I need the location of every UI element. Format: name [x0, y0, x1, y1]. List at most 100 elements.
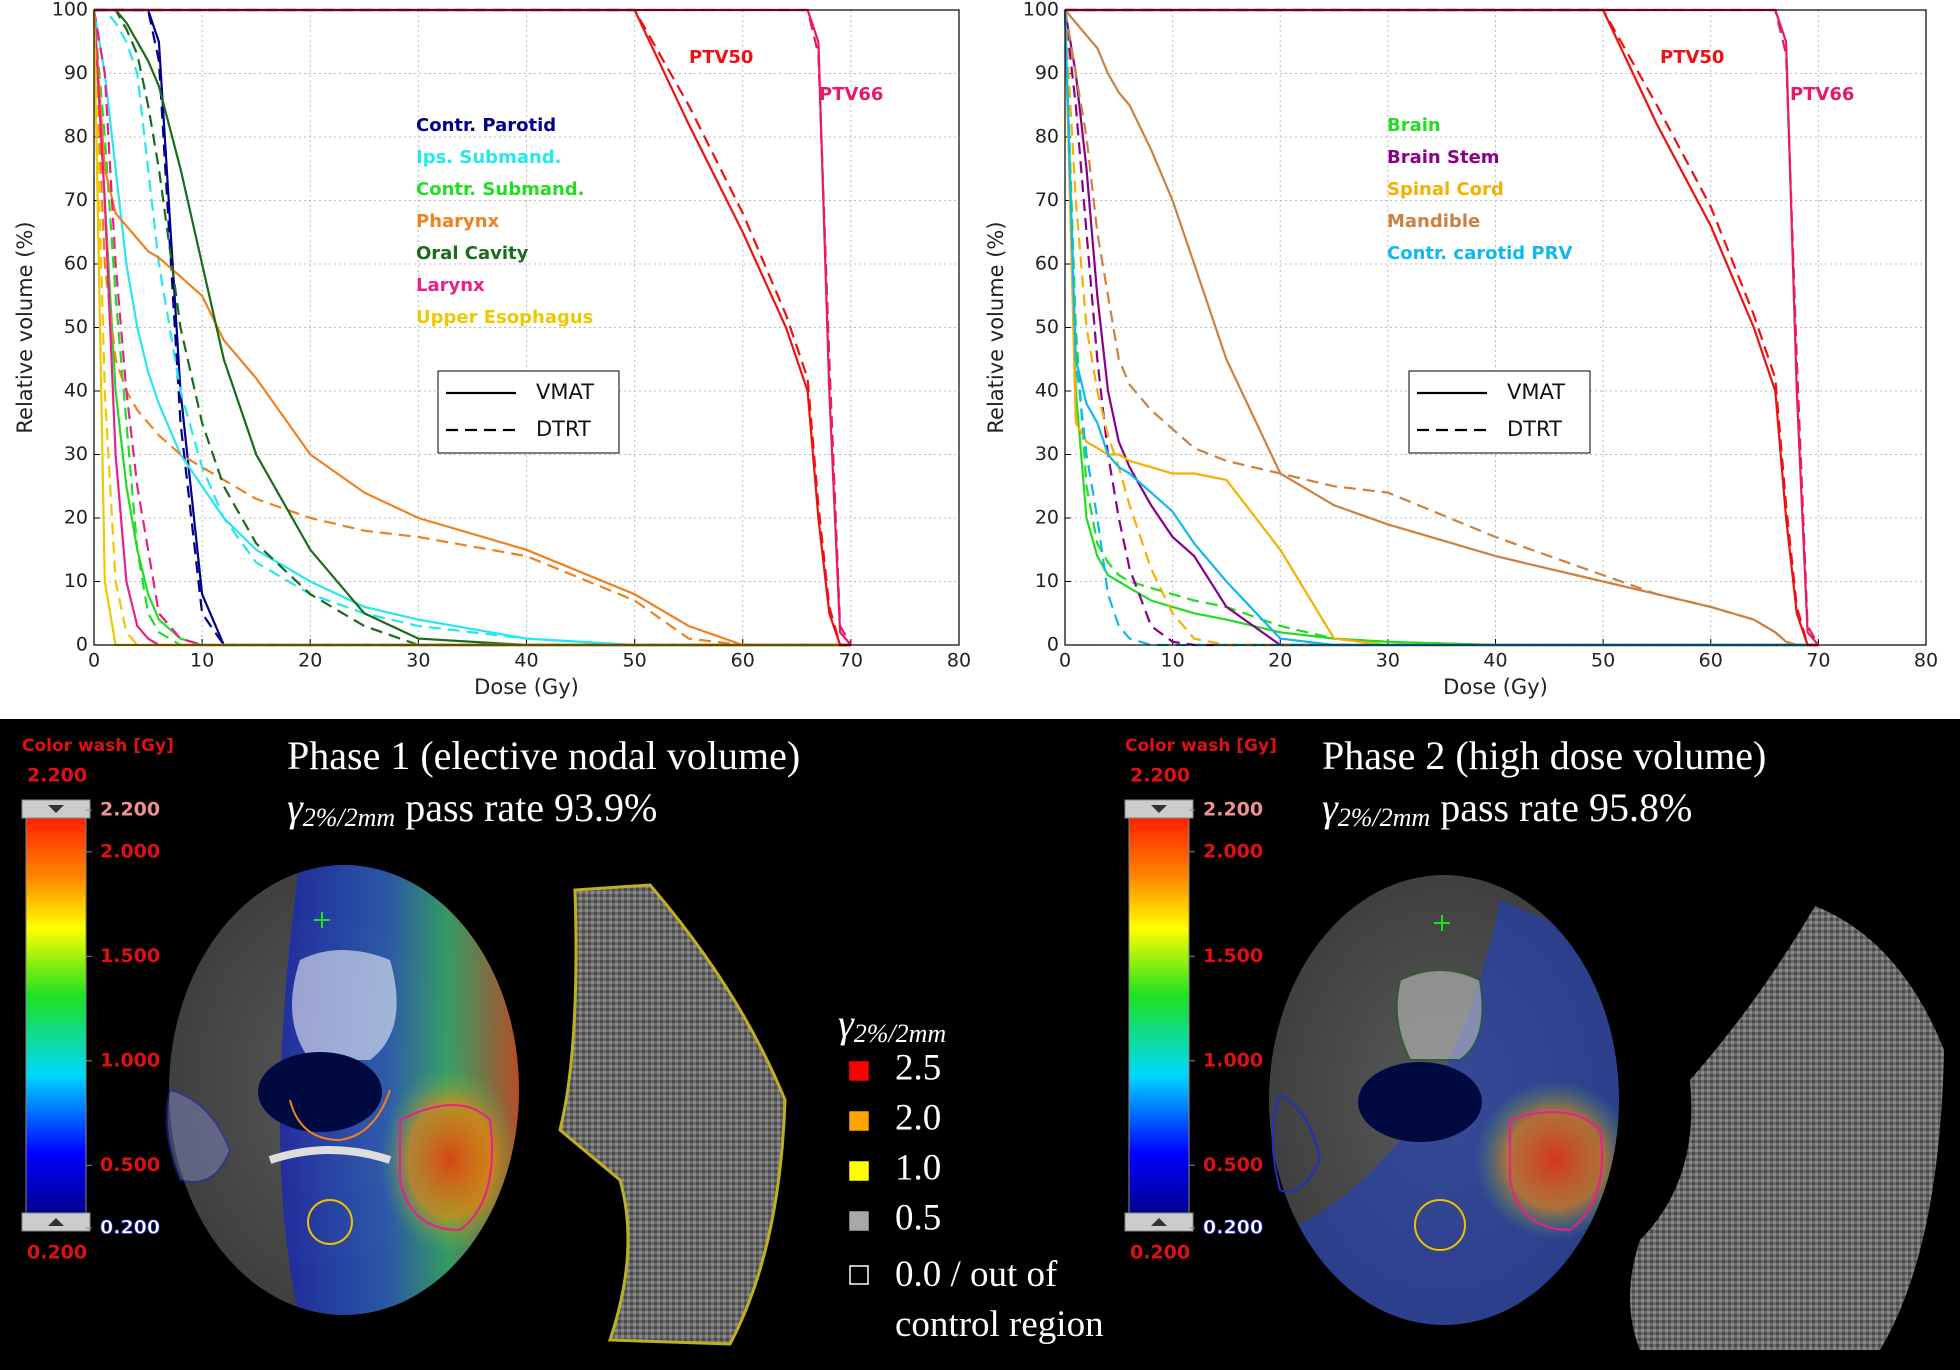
colorbar-tick-label: 1.500 — [100, 945, 160, 967]
colorbar-max: 2.200 — [27, 765, 87, 787]
gamma-criterion: 2%/2mm — [854, 1019, 946, 1048]
gamma-symbol: γ — [1322, 785, 1339, 830]
gamma-criterion: 2%/2mm — [303, 803, 395, 832]
gamma-legend-swatch — [849, 1111, 869, 1131]
y-tick-label: 40 — [64, 380, 88, 402]
colorbar-title: Color wash [Gy] — [1125, 736, 1277, 756]
series-label: Spinal Cord — [1387, 179, 1504, 200]
colorbar-tick-label: 0.500 — [1203, 1154, 1263, 1176]
y-tick-label: 90 — [64, 62, 88, 84]
x-tick-label: 50 — [1591, 650, 1615, 672]
y-tick-label: 60 — [64, 253, 88, 275]
pass-rate-line: γ2%/2mm pass rate 95.8% — [1322, 785, 1692, 832]
gamma-symbol: γ — [287, 785, 304, 830]
gamma-criterion: 2%/2mm — [1338, 803, 1430, 832]
dvh-line — [1063, 9, 1819, 647]
colorbar-tick-label: 2.000 — [100, 840, 160, 862]
x-tick-label: 0 — [1059, 650, 1071, 672]
y-tick-label: 100 — [1023, 0, 1059, 21]
gamma-legend-label: 0.5 — [895, 1197, 941, 1238]
colorbar-min: 0.200 — [27, 1242, 87, 1264]
y-tick-label: 80 — [64, 126, 88, 148]
gamma-map-phase1 — [558, 883, 787, 1346]
y-tick-label: 80 — [1035, 126, 1059, 148]
x-tick-label: 60 — [1699, 650, 1723, 672]
series-label: Contr. Submand. — [416, 179, 585, 200]
series-label: Ips. Submand. — [416, 147, 562, 168]
y-tick-label: 100 — [52, 0, 88, 21]
y-tick-label: 10 — [64, 570, 88, 592]
ct-slice-phase1 — [165, 865, 519, 1315]
x-tick-label: 40 — [514, 650, 538, 672]
x-tick-label: 50 — [623, 650, 647, 672]
dvh-line — [1063, 9, 1819, 647]
gamma-legend-swatch — [849, 1211, 869, 1231]
y-tick-label: 0 — [76, 634, 88, 656]
colorbar-arrow — [48, 1218, 64, 1226]
series-label: Brain Stem — [1387, 147, 1500, 168]
pass-rate: pass rate 93.9% — [405, 785, 657, 830]
x-tick-label: 0 — [88, 650, 100, 672]
x-tick-label: 80 — [947, 650, 971, 672]
y-tick-label: 40 — [1035, 380, 1059, 402]
legend-label: VMAT — [1507, 380, 1565, 404]
x-tick-label: 60 — [731, 650, 755, 672]
x-tick-label: 70 — [839, 650, 863, 672]
colorbar-arrow — [48, 805, 64, 813]
series-label: PTV50 — [689, 47, 753, 68]
legend-box — [437, 370, 620, 454]
colorbar — [1128, 817, 1190, 1214]
y-axis-label: Relative volume (%) — [984, 221, 1008, 433]
x-axis-label: Dose (Gy) — [474, 675, 579, 699]
dvh-line — [92, 9, 851, 647]
series-label: Pharynx — [416, 211, 500, 232]
x-tick-label: 30 — [406, 650, 430, 672]
colorbar-title: Color wash [Gy] — [22, 736, 174, 756]
colorbar-tick-label: 1.000 — [1203, 1049, 1263, 1071]
dose-panel: Color wash [Gy] 2.200 2.200 2.000 1.500 1.000… — [21, 733, 800, 1264]
colorbar-min: 0.200 — [1130, 1242, 1190, 1264]
dose-panel: Color wash [Gy] 2.200 2.200 2.000 1.500 1.000… — [1124, 733, 1766, 1264]
colorbar-tick-label: 2.000 — [1203, 840, 1263, 862]
series-label: Contr. carotid PRV — [1387, 243, 1572, 264]
y-tick-label: 20 — [1035, 507, 1059, 529]
y-tick-label: 90 — [1035, 62, 1059, 84]
y-tick-label: 60 — [1035, 253, 1059, 275]
y-tick-label: 0 — [1047, 634, 1059, 656]
legend-label: VMAT — [536, 380, 594, 404]
series-label: PTV50 — [1660, 47, 1724, 68]
colorbar-tick-label: 0.500 — [100, 1154, 160, 1176]
colorbar-tick-label: 2.200 — [1203, 799, 1263, 821]
pass-rate: pass rate 95.8% — [1440, 785, 1692, 830]
x-tick-label: 10 — [190, 650, 214, 672]
colorbar-tick-label: 2.200 — [100, 799, 160, 821]
series-label: Mandible — [1387, 211, 1480, 232]
colorbar-arrow — [1151, 805, 1167, 813]
gamma-legend-swatch — [849, 1265, 869, 1285]
legend-label: DTRT — [1507, 417, 1562, 441]
panel-title: Phase 1 (elective nodal volume) — [287, 733, 800, 778]
gamma-legend-label: 1.0 — [895, 1147, 941, 1188]
y-tick-label: 30 — [64, 443, 88, 465]
gamma-legend-swatch — [849, 1061, 869, 1081]
series-label: PTV66 — [1790, 84, 1854, 105]
panel-title: Phase 2 (high dose volume) — [1322, 733, 1766, 778]
plot-frame — [1064, 9, 1927, 646]
colorbar-max: 2.200 — [1130, 765, 1190, 787]
line-chart: 0 10 20 30 40 50 60 70 80 0 10 20 30 40 50 60 70 80 90 100 D… — [13, 0, 971, 699]
colorbar-tick-label: 0.200 — [1203, 1217, 1263, 1239]
legend-label: DTRT — [536, 417, 591, 441]
series-label: Larynx — [416, 275, 485, 296]
y-tick-label: 50 — [64, 316, 88, 338]
x-tick-label: 10 — [1161, 650, 1185, 672]
series-label: Oral Cavity — [416, 243, 529, 264]
x-tick-label: 70 — [1806, 650, 1830, 672]
gamma-symbol: γ — [838, 1001, 855, 1046]
x-axis-label: Dose (Gy) — [1443, 675, 1548, 699]
colorbar-arrow — [1151, 1218, 1167, 1226]
line-chart: 0 10 20 30 40 50 60 70 80 0 10 20 30 40 50 60 70 80 90 100 D… — [984, 0, 1938, 699]
gamma-legend-label: 0.0 / out of control region — [895, 1254, 1104, 1345]
y-tick-label: 70 — [1035, 189, 1059, 211]
